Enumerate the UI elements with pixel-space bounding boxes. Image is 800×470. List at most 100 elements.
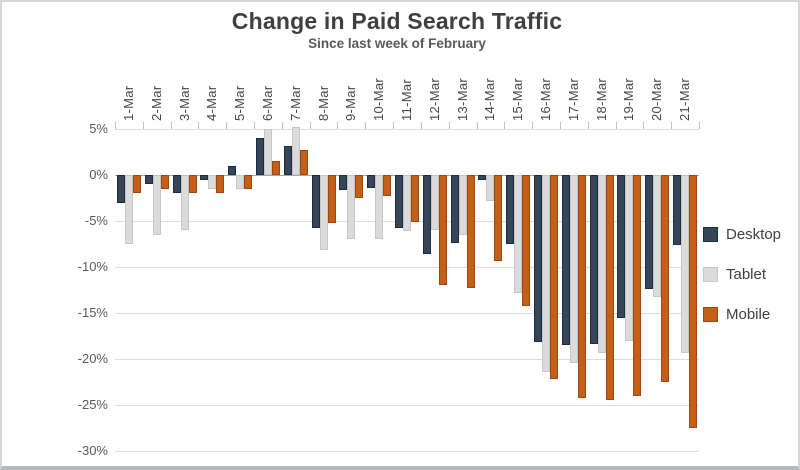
bar-desktop-3-Mar [172,175,181,194]
x-axis-date-label: 12-Mar [426,78,442,121]
bar-tablet-4-Mar [208,175,217,189]
legend: Desktop Tablet Mobile [703,214,781,334]
bar-mobile-8-Mar [327,175,336,223]
bar-tablet-12-Mar [430,175,439,231]
category-axis-tick [420,122,422,129]
bar-desktop-11-Mar [395,175,403,229]
x-axis-date-label: 16-Mar [538,78,554,121]
category-axis-tick [699,122,700,129]
bar-tablet-8-Mar [319,175,328,250]
bar-tablet-16-Mar [542,175,551,372]
tablet-swatch-icon [703,266,718,282]
x-axis-date-label: 10-Mar [371,78,387,121]
y-axis-tick-label: -10% [77,259,108,274]
y-axis-tick-label: -25% [77,397,108,412]
bar-desktop-15-Mar [506,175,515,244]
x-axis-date-label: 21-Mar [677,78,693,121]
category-axis-tick [643,122,645,129]
bar-tablet-7-Mar [291,127,300,175]
legend-label-tablet: Tablet [726,265,767,283]
bar-tablet-17-Mar [569,175,578,363]
bar-tablet-18-Mar [597,175,606,353]
bar-tablet-14-Mar [486,175,495,201]
bar-mobile-21-Mar [689,175,698,428]
bar-desktop-8-Mar [311,175,320,229]
category-axis-tick [309,122,311,129]
bar-tablet-15-Mar [514,175,523,293]
x-axis-date-label: 5-Mar [232,85,248,121]
bar-desktop-20-Mar [645,175,654,290]
y-axis-tick-label: 0% [89,167,108,182]
bar-tablet-1-Mar [124,175,133,244]
bar-desktop-1-Mar [116,175,125,203]
legend-item-tablet: Tablet [703,254,781,294]
bar-desktop-9-Mar [339,175,348,190]
bar-mobile-4-Mar [216,175,225,194]
category-axis-tick [254,122,256,129]
plot-area [115,127,699,452]
x-axis-date-label: 9-Mar [343,85,359,121]
bar-mobile-9-Mar [355,175,364,198]
category-axis-tick [587,122,589,129]
bar-mobile-17-Mar [577,175,586,398]
bar-mobile-15-Mar [522,175,531,306]
x-axis-date-label: 18-Mar [593,78,609,121]
y-axis-tick-label: -30% [77,443,108,458]
x-axis-date-label: 20-Mar [649,78,665,121]
bar-mobile-11-Mar [411,175,419,222]
category-axis-tick [448,122,450,129]
bar-mobile-10-Mar [383,175,392,197]
category-axis-tick [337,122,339,129]
bar-desktop-10-Mar [367,175,376,188]
x-axis-date-label: 17-Mar [565,78,581,121]
x-axis-date-label: 3-Mar [176,85,192,121]
bar-desktop-5-Mar [228,165,237,175]
y-axis-tick-label: 5% [89,121,108,136]
bar-mobile-16-Mar [550,175,559,380]
chart-title: Change in Paid Search Traffic [231,8,563,34]
gridline [115,451,699,452]
category-axis-tick [393,122,395,129]
bar-tablet-21-Mar [681,175,690,353]
legend-label-mobile: Mobile [726,305,771,323]
bar-tablet-10-Mar [375,175,384,240]
bar-tablet-3-Mar [180,175,189,231]
category-axis-tick [559,122,561,129]
bar-mobile-5-Mar [244,175,253,189]
bar-mobile-18-Mar [605,175,614,401]
category-axis-tick [281,122,283,129]
bar-mobile-3-Mar [188,175,197,194]
bar-tablet-2-Mar [152,175,161,235]
category-axis-tick [671,122,673,129]
bar-tablet-19-Mar [625,175,634,341]
x-axis-date-label: 8-Mar [315,85,331,121]
bar-desktop-13-Mar [450,175,459,244]
gridline [115,313,699,314]
category-axis-tick [365,122,367,129]
bar-desktop-17-Mar [561,175,570,346]
category-axis-tick [170,122,172,129]
bar-desktop-4-Mar [200,175,209,180]
x-axis-date-label: 7-Mar [287,85,303,121]
chart-subtitle: Since last week of February [308,36,486,51]
bar-desktop-12-Mar [422,175,431,255]
bar-desktop-21-Mar [673,175,682,245]
x-axis-date-label: 4-Mar [204,85,220,121]
bar-mobile-2-Mar [160,175,169,189]
bar-tablet-13-Mar [458,175,467,235]
gridline [115,359,699,360]
category-axis-tick [504,122,506,129]
bar-mobile-1-Mar [132,175,141,194]
bar-mobile-19-Mar [633,175,642,396]
bar-mobile-20-Mar [661,175,670,382]
bar-mobile-14-Mar [494,175,503,262]
y-axis-tick-label: -15% [77,305,108,320]
legend-item-desktop: Desktop [703,214,781,254]
category-axis-tick [476,122,478,129]
x-axis-date-label: 6-Mar [259,85,275,121]
legend-label-desktop: Desktop [726,225,782,243]
x-axis-date-label: 19-Mar [621,78,637,121]
y-axis-tick-label: -5% [84,213,108,228]
bar-tablet-6-Mar [263,129,272,175]
